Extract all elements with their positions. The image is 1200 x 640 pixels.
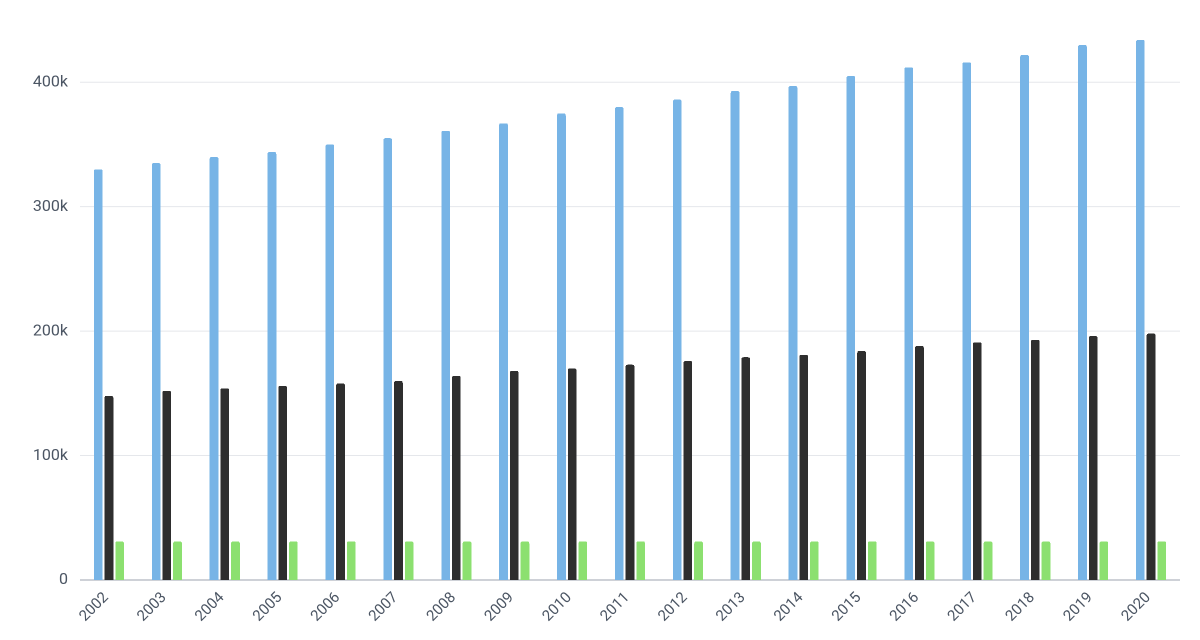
bar-series-a	[325, 144, 334, 580]
bar-series-c	[868, 541, 877, 580]
bar-series-a	[210, 157, 219, 580]
bar-series-b	[510, 371, 519, 580]
bar-series-b	[915, 346, 924, 580]
bar-series-c	[521, 541, 530, 580]
bar-series-a	[557, 113, 566, 580]
bar-series-b	[105, 396, 114, 580]
xtick-label: 2011	[596, 588, 633, 625]
bar-series-b	[684, 361, 693, 580]
bar-series-b	[799, 355, 808, 580]
xtick-label: 2018	[1002, 588, 1039, 625]
bar-series-c	[173, 541, 182, 580]
bar-series-a	[383, 138, 392, 580]
bar-series-b	[741, 357, 750, 580]
bar-series-a	[441, 131, 450, 580]
bar-series-b	[336, 383, 345, 580]
bar-series-b	[857, 351, 866, 580]
bar-series-c	[289, 541, 298, 580]
xtick-label: 2007	[365, 588, 402, 625]
bar-series-b	[1089, 336, 1098, 580]
xtick-label: 2014	[770, 588, 807, 625]
bar-series-b	[220, 388, 229, 580]
bar-series-c	[636, 541, 645, 580]
bar-series-a	[1136, 40, 1145, 580]
chart-svg: 0100k200k300k400k20022003200420052006200…	[0, 0, 1200, 640]
xtick-label: 2015	[828, 588, 865, 625]
bar-series-b	[1031, 340, 1040, 580]
ytick-label: 200k	[33, 320, 69, 339]
xtick-label: 2013	[712, 588, 749, 625]
ytick-label: 100k	[33, 445, 69, 464]
bar-series-a	[1020, 55, 1029, 580]
bar-series-c	[405, 541, 414, 580]
xtick-label: 2010	[538, 588, 575, 625]
bar-series-a	[499, 123, 508, 580]
bar-series-a	[152, 163, 161, 580]
gridlines: 0 100k 200k 300k 400k	[33, 71, 1180, 588]
xtick-label: 2008	[423, 588, 460, 625]
bar-series-a	[789, 86, 798, 580]
ytick-label: 0	[59, 569, 68, 588]
xtick-label: 2017	[944, 588, 981, 625]
bar-series-c	[984, 541, 993, 580]
bar-series-a	[673, 100, 682, 580]
bar-series-c	[694, 541, 703, 580]
xtick-labels: 2002 2003 2004 2005 2006 2007 2008 2009 2010 2011…	[75, 588, 1154, 625]
xtick-label: 2009	[480, 588, 517, 625]
xtick-label: 2005	[249, 588, 286, 625]
bar-series-a	[268, 152, 277, 580]
bar-series-a	[94, 169, 103, 580]
xtick-label: 2012	[654, 588, 691, 625]
bar-series-a	[1078, 45, 1087, 580]
bar-series-c	[1100, 541, 1109, 580]
xtick-label: 2016	[886, 588, 923, 625]
bars	[94, 40, 1166, 580]
xtick-label: 2004	[191, 588, 228, 625]
bar-series-a	[904, 67, 913, 580]
bar-series-b	[1147, 334, 1156, 580]
ytick-label: 300k	[33, 196, 69, 215]
bar-series-c	[810, 541, 819, 580]
grouped-bar-chart: 0100k200k300k400k20022003200420052006200…	[0, 0, 1200, 640]
bar-series-b	[973, 342, 982, 580]
xtick-label: 2003	[133, 588, 170, 625]
bar-series-c	[231, 541, 240, 580]
bar-series-c	[115, 541, 124, 580]
bar-series-c	[752, 541, 761, 580]
ytick-label: 400k	[33, 71, 69, 90]
bar-series-a	[962, 62, 971, 580]
bar-series-b	[394, 381, 403, 580]
bar-series-a	[731, 91, 740, 580]
bar-series-c	[1157, 541, 1166, 580]
bar-series-b	[278, 386, 287, 580]
bar-series-b	[162, 391, 171, 580]
bar-series-c	[926, 541, 935, 580]
bar-series-c	[347, 541, 356, 580]
xtick-label: 2020	[1117, 588, 1154, 625]
bar-series-b	[626, 365, 635, 580]
bar-series-a	[847, 76, 856, 580]
bar-series-c	[463, 541, 472, 580]
bar-series-a	[615, 107, 624, 580]
bar-series-b	[568, 368, 577, 580]
bar-series-c	[1042, 541, 1051, 580]
xtick-label: 2019	[1059, 588, 1096, 625]
bar-series-b	[452, 376, 461, 580]
bar-series-c	[578, 541, 587, 580]
xtick-label: 2006	[307, 588, 344, 625]
xtick-label: 2002	[75, 588, 112, 625]
